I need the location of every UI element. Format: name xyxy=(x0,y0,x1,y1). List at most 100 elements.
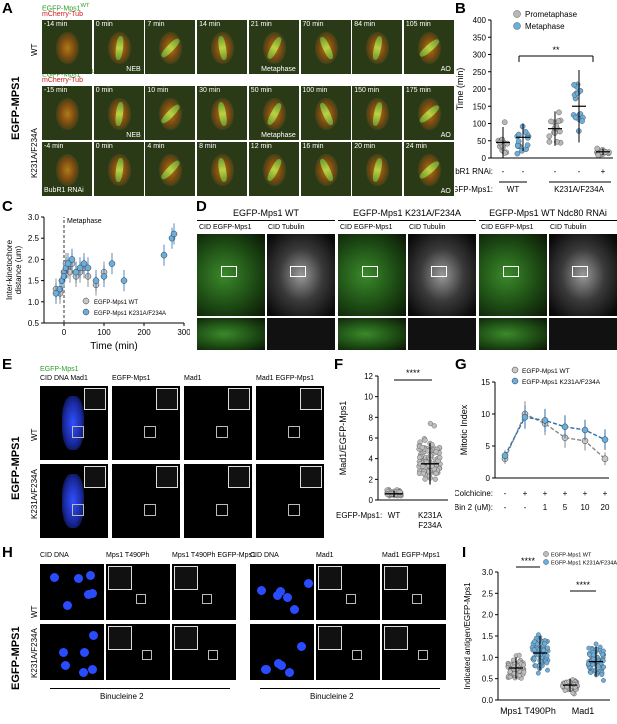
d-image-egfp xyxy=(479,234,547,316)
b-data-point xyxy=(548,118,554,125)
frame-time-label: 175 min xyxy=(405,87,431,94)
e-inset xyxy=(300,466,322,488)
i-legend-marker xyxy=(543,559,549,565)
d-zoom-tubulin xyxy=(549,318,617,350)
h-image xyxy=(40,564,104,620)
f-category: F234A xyxy=(418,521,442,530)
h-dna-blob xyxy=(261,665,271,675)
panel-a-wt-row-label: WT xyxy=(30,43,39,56)
panel-c-chart: 0.5 1.0 1.5 2.0 2.5 3.0 0 100 200 300 Metaphase Int… xyxy=(5,213,190,352)
h-dna-blob xyxy=(297,641,307,651)
i-y-tick-label: 1.0 xyxy=(482,653,494,662)
c-data-point xyxy=(100,273,108,280)
cell-shape xyxy=(56,31,79,65)
frame-time-label: 16 min xyxy=(302,143,324,150)
e-col-head: EGFP-Mps1 xyxy=(112,375,151,382)
h-bottom-label: Binucleine 2 xyxy=(310,692,354,701)
c-data-point xyxy=(72,268,80,276)
panel-f-chart: 0 2 4 6 8 10 12 Mad1/EGFP-Mps1 **** EGFP-Mps1: WT K… xyxy=(336,368,448,530)
h-image xyxy=(250,624,314,680)
e-image xyxy=(256,464,324,538)
b-row1-value: + xyxy=(601,167,606,176)
i-data-point xyxy=(545,667,550,673)
timelapse-frame: 30 min xyxy=(197,86,248,140)
e-dna-blob xyxy=(62,474,84,528)
frame-time-label: 12 min xyxy=(250,143,272,150)
h-dna-blob xyxy=(60,660,70,670)
c-data-point xyxy=(108,260,116,267)
c-y-tick-label: 3.0 xyxy=(28,213,40,222)
b-legend-label: Prometaphase xyxy=(525,10,578,19)
e-image xyxy=(40,386,108,460)
d-header: EGFP-Mps1 WT xyxy=(232,208,299,218)
i-y-tick-label: 2.0 xyxy=(482,611,494,620)
b-data-point xyxy=(501,119,508,125)
b-row1-label: BubR1 RNAi: xyxy=(455,167,493,176)
i-y-tick-label: 0.0 xyxy=(482,696,494,705)
h-image xyxy=(106,564,170,620)
g-row2-label: Bin 2 (uM): xyxy=(455,503,493,512)
b-data-point xyxy=(515,131,522,138)
h-col-head: CID DNA xyxy=(250,552,279,559)
h-inset xyxy=(174,566,198,590)
i-data-point xyxy=(544,660,550,666)
d-zoom-egfp xyxy=(479,318,547,350)
frame-time-label: 150 min xyxy=(354,87,380,94)
frame-time-label: 10 min xyxy=(147,87,169,94)
panel-e-label: E xyxy=(2,356,13,373)
bubr1-rnai-label: BubR1 RNAi xyxy=(44,187,84,194)
h-dna-blob xyxy=(50,572,60,582)
timelapse-frame: 70 min xyxy=(300,20,351,74)
f-sig-label: **** xyxy=(406,368,421,378)
e-row-label: WT xyxy=(30,428,39,441)
h-dna-blob xyxy=(80,648,90,658)
b-y-tick-label: 250 xyxy=(473,68,487,77)
g-data-point xyxy=(601,436,609,443)
i-data-point xyxy=(541,647,546,653)
h-inset xyxy=(384,566,408,590)
i-legend-label: EGFP-Mps1 K231A/F234A xyxy=(551,561,617,567)
i-category: Mps1 T490Ph xyxy=(500,706,556,716)
e-dna-blob xyxy=(62,396,84,450)
e-inset xyxy=(156,466,178,488)
h-col-head: Mad1 EGFP-Mps1 xyxy=(382,552,440,559)
h-inset xyxy=(108,566,132,590)
timelapse-frame: 50 min Metaphase xyxy=(248,86,299,140)
g-y-tick-label: 0 xyxy=(486,474,491,483)
b-data-point xyxy=(571,82,577,88)
i-data-point xyxy=(507,669,513,675)
c-y-axis-label: Inter-kinetochore xyxy=(5,239,14,300)
g-data-point xyxy=(541,417,549,424)
b-data-point xyxy=(504,140,511,147)
timelapse-frame: 0 min NEB xyxy=(93,20,144,74)
timelapse-frame: 20 min xyxy=(352,142,403,196)
b-row2-label: EGFP-Mps1: xyxy=(455,185,493,194)
g-series-line xyxy=(504,416,606,456)
d-header-rule xyxy=(338,220,476,221)
frame-tag-label: NEB xyxy=(126,66,141,73)
timelapse-frame: 0 min xyxy=(93,142,144,196)
f-data-point xyxy=(426,469,432,475)
f-data-point xyxy=(431,423,437,429)
d-sub-label: CID EGFP-Mps1 xyxy=(340,224,393,231)
g-y-tick-label: 10 xyxy=(481,410,490,419)
i-data-point xyxy=(586,661,591,667)
i-data-point xyxy=(545,645,551,651)
h-dna-blob xyxy=(256,585,266,595)
d-zoom-tubulin xyxy=(408,318,476,350)
e-row-label: K231A/F234A xyxy=(30,469,39,519)
i-data-point xyxy=(587,652,592,658)
frame-time-label: 70 min xyxy=(302,21,324,28)
h-dna-blob xyxy=(284,667,294,677)
h-image xyxy=(106,624,170,680)
h-dna-blob xyxy=(87,589,97,599)
frame-time-label: 105 min xyxy=(405,21,431,28)
e-col-head: CID DNA Mad1 xyxy=(40,375,88,382)
i-data-point xyxy=(592,667,598,673)
e-inset xyxy=(84,466,106,488)
timelapse-frame: 24 min AO xyxy=(403,142,454,196)
f-y-tick-label: 6 xyxy=(369,434,374,443)
g-legend-label: EGFP-Mps1 K231A/F234A xyxy=(522,379,601,386)
f-data-point xyxy=(422,476,428,482)
